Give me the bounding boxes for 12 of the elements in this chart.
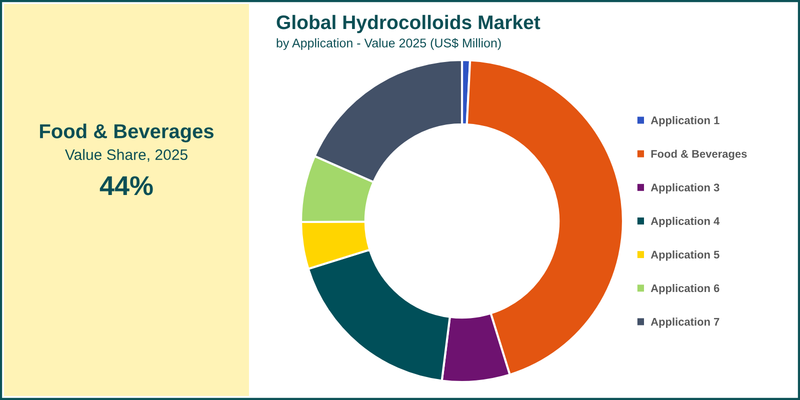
legend-label: Application 6 <box>650 284 720 294</box>
chart-title: Global Hydrocolloids Market <box>276 14 540 34</box>
chart-subtitle: by Application - Value 2025 (US$ Million) <box>276 38 501 50</box>
text: 44% <box>100 176 153 196</box>
legend-label: Food & Beverages <box>651 150 747 160</box>
legend-label: Application 7 <box>650 318 720 328</box>
text: Food & Beverages <box>40 124 214 142</box>
legend-label: Application 3 <box>650 183 720 194</box>
legend-label: Application 4 <box>650 216 720 228</box>
legend-label: Application 5 <box>650 250 720 261</box>
legend-label: Application 1 <box>650 116 720 126</box>
text: Value Share, 2025 <box>64 149 188 162</box>
